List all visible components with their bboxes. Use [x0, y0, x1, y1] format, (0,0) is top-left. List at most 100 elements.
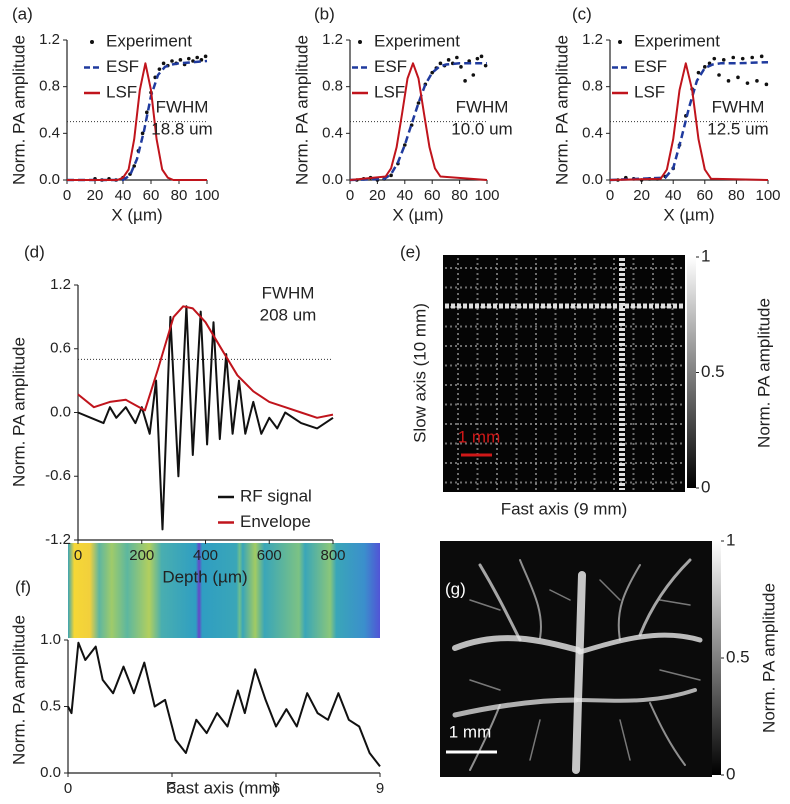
grid-pattern	[445, 258, 683, 490]
x-tick-label: 60	[696, 187, 713, 204]
x-tick-label: 100	[755, 187, 780, 204]
x-tick-label: 800	[320, 547, 345, 564]
legend-label: Envelope	[240, 512, 311, 531]
annotation: 18.8 um	[151, 119, 212, 138]
y-tick-label: 0.0	[39, 171, 60, 188]
colorbar	[712, 541, 721, 775]
scale-bar-label: 1 mm	[458, 427, 501, 446]
y-axis-label: Norm. PA amplitude	[292, 35, 311, 185]
data-point	[403, 143, 407, 147]
annotation: 12.5 um	[707, 119, 768, 138]
x-axis-label: X (µm)	[663, 205, 714, 224]
x-tick-label: 0	[74, 547, 82, 564]
colorbar	[687, 257, 696, 488]
x-tick-label: 80	[451, 187, 468, 204]
panel-label: (g)	[445, 579, 466, 598]
data-point	[721, 58, 726, 62]
colorbar-label: Norm. PA amplitude	[754, 298, 773, 448]
colorbar-tick-label: 0	[726, 764, 735, 783]
data-point	[389, 173, 393, 178]
y-tick-label: 0.4	[582, 124, 603, 141]
legend-label: ESF	[106, 57, 139, 76]
x-tick-label: 200	[129, 547, 154, 564]
series-line	[67, 641, 381, 768]
y-tick-label: 0.8	[322, 78, 343, 95]
x-tick-label: 100	[194, 187, 219, 204]
data-point	[755, 79, 759, 83]
series-line	[349, 62, 487, 182]
x-tick-label: 60	[424, 187, 441, 204]
colorbar-tick-label: 0.5	[726, 647, 750, 666]
data-point	[455, 55, 459, 60]
y-tick-label: 0.8	[39, 78, 60, 95]
data-point	[726, 79, 731, 83]
panel-label: (a)	[12, 4, 33, 23]
data-point	[459, 65, 463, 69]
data-point	[463, 79, 467, 83]
data-point	[140, 131, 145, 136]
vessels	[452, 558, 703, 774]
data-point	[203, 54, 208, 59]
scale-bar-label: 1 mm	[449, 722, 492, 741]
legend-label: ESF	[374, 57, 407, 76]
x-axis-label: Fast axis (9 mm)	[501, 499, 628, 518]
legend-label: Experiment	[634, 31, 720, 50]
y-tick-label: 1.0	[40, 631, 61, 648]
x-tick-label: 9	[376, 780, 384, 797]
series-line	[349, 62, 488, 181]
annotation: 208 um	[260, 305, 317, 324]
y-tick-label: 1.2	[582, 31, 603, 48]
panel-label: (e)	[400, 242, 421, 261]
y-tick-label: 0.4	[39, 124, 60, 141]
legend-marker	[358, 40, 362, 44]
y-tick-label: 0.4	[322, 124, 343, 141]
y-axis-label: Norm. PA amplitude	[9, 337, 28, 487]
data-point	[157, 67, 162, 71]
y-tick-label: 1.2	[39, 31, 60, 48]
x-tick-label: 40	[115, 187, 132, 204]
data-point	[745, 81, 750, 85]
x-tick-label: 20	[87, 187, 104, 204]
x-axis-label: X (µm)	[392, 205, 443, 224]
data-point	[764, 82, 769, 87]
x-tick-label: 400	[193, 547, 218, 564]
image-e	[443, 255, 685, 492]
data-point	[731, 55, 736, 60]
data-point	[178, 58, 183, 62]
colorbar-tick-label: 0.5	[701, 362, 725, 381]
x-tick-label: 0	[346, 187, 354, 204]
y-tick-label: 0.0	[322, 171, 343, 188]
y-axis-label: Slow axis (10 mm)	[410, 303, 429, 443]
x-tick-label: 60	[143, 187, 160, 204]
data-point	[161, 61, 166, 66]
data-point	[187, 56, 191, 61]
data-point	[446, 58, 451, 62]
x-tick-label: 100	[474, 187, 499, 204]
series-line	[77, 305, 334, 419]
y-tick-label: -0.6	[45, 467, 71, 484]
y-tick-label: 0.0	[50, 403, 71, 420]
annotation: FWHM	[156, 97, 209, 116]
legend-label: ESF	[634, 57, 667, 76]
data-point	[471, 73, 476, 77]
legend-marker	[90, 40, 94, 44]
x-tick-label: 40	[665, 187, 682, 204]
panel-label: (c)	[572, 4, 592, 23]
y-tick-label: 0.8	[582, 78, 603, 95]
y-tick-label: -1.2	[45, 531, 71, 548]
series-line	[77, 305, 334, 531]
panel-label: (f)	[15, 577, 31, 596]
x-tick-label: 0	[64, 780, 72, 797]
data-point	[759, 54, 764, 59]
x-tick-label: 0	[606, 187, 614, 204]
colorbar-tick-label: 0	[701, 477, 710, 496]
legend-label: RF signal	[240, 486, 312, 505]
x-axis-label: X (µm)	[111, 205, 162, 224]
data-point	[703, 65, 707, 69]
data-point	[750, 55, 754, 60]
series-line	[67, 59, 208, 182]
legend-label: LSF	[634, 82, 665, 101]
legend-label: LSF	[374, 82, 405, 101]
data-point	[736, 75, 740, 80]
